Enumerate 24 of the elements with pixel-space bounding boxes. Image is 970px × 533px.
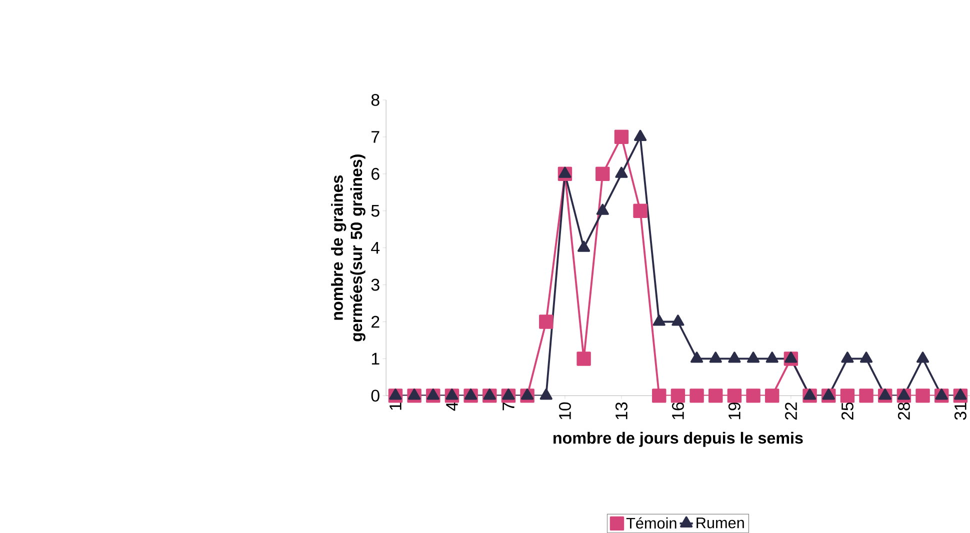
legend-label: Témoin — [626, 517, 676, 529]
y-tick-label: 0 — [371, 390, 380, 402]
y-tick-label: 8 — [371, 94, 380, 106]
y-tick-label: 7 — [372, 131, 380, 143]
x-tick-label: 4 — [446, 402, 458, 411]
x-tick-label: 10 — [558, 402, 571, 420]
x-tick-label: 25 — [841, 402, 854, 420]
x-tick-label: 7 — [502, 402, 514, 410]
y-tick-label: 3 — [371, 278, 380, 291]
x-tick-label: 31 — [954, 402, 966, 420]
x-tick-label: 28 — [898, 402, 910, 420]
x-tick-label: 1 — [390, 402, 402, 410]
x-tick-label: 13 — [615, 402, 628, 420]
x-axis-title: nombre de jours depuis le semis — [554, 432, 803, 447]
legend-label: Rumen — [696, 518, 744, 528]
y-tick-label: 2 — [372, 316, 380, 328]
x-tick-label: 19 — [728, 402, 740, 420]
x-tick-label: 22 — [785, 402, 797, 420]
y-tick-label: 6 — [372, 168, 380, 180]
y-tick-label: 5 — [371, 205, 380, 217]
y-axis-title: nombre de graines germées(sur 50 graines) — [331, 154, 366, 342]
y-tick-label: 4 — [371, 242, 380, 254]
x-tick-label: 16 — [672, 402, 684, 420]
y-tick-label: 1 — [372, 352, 380, 365]
